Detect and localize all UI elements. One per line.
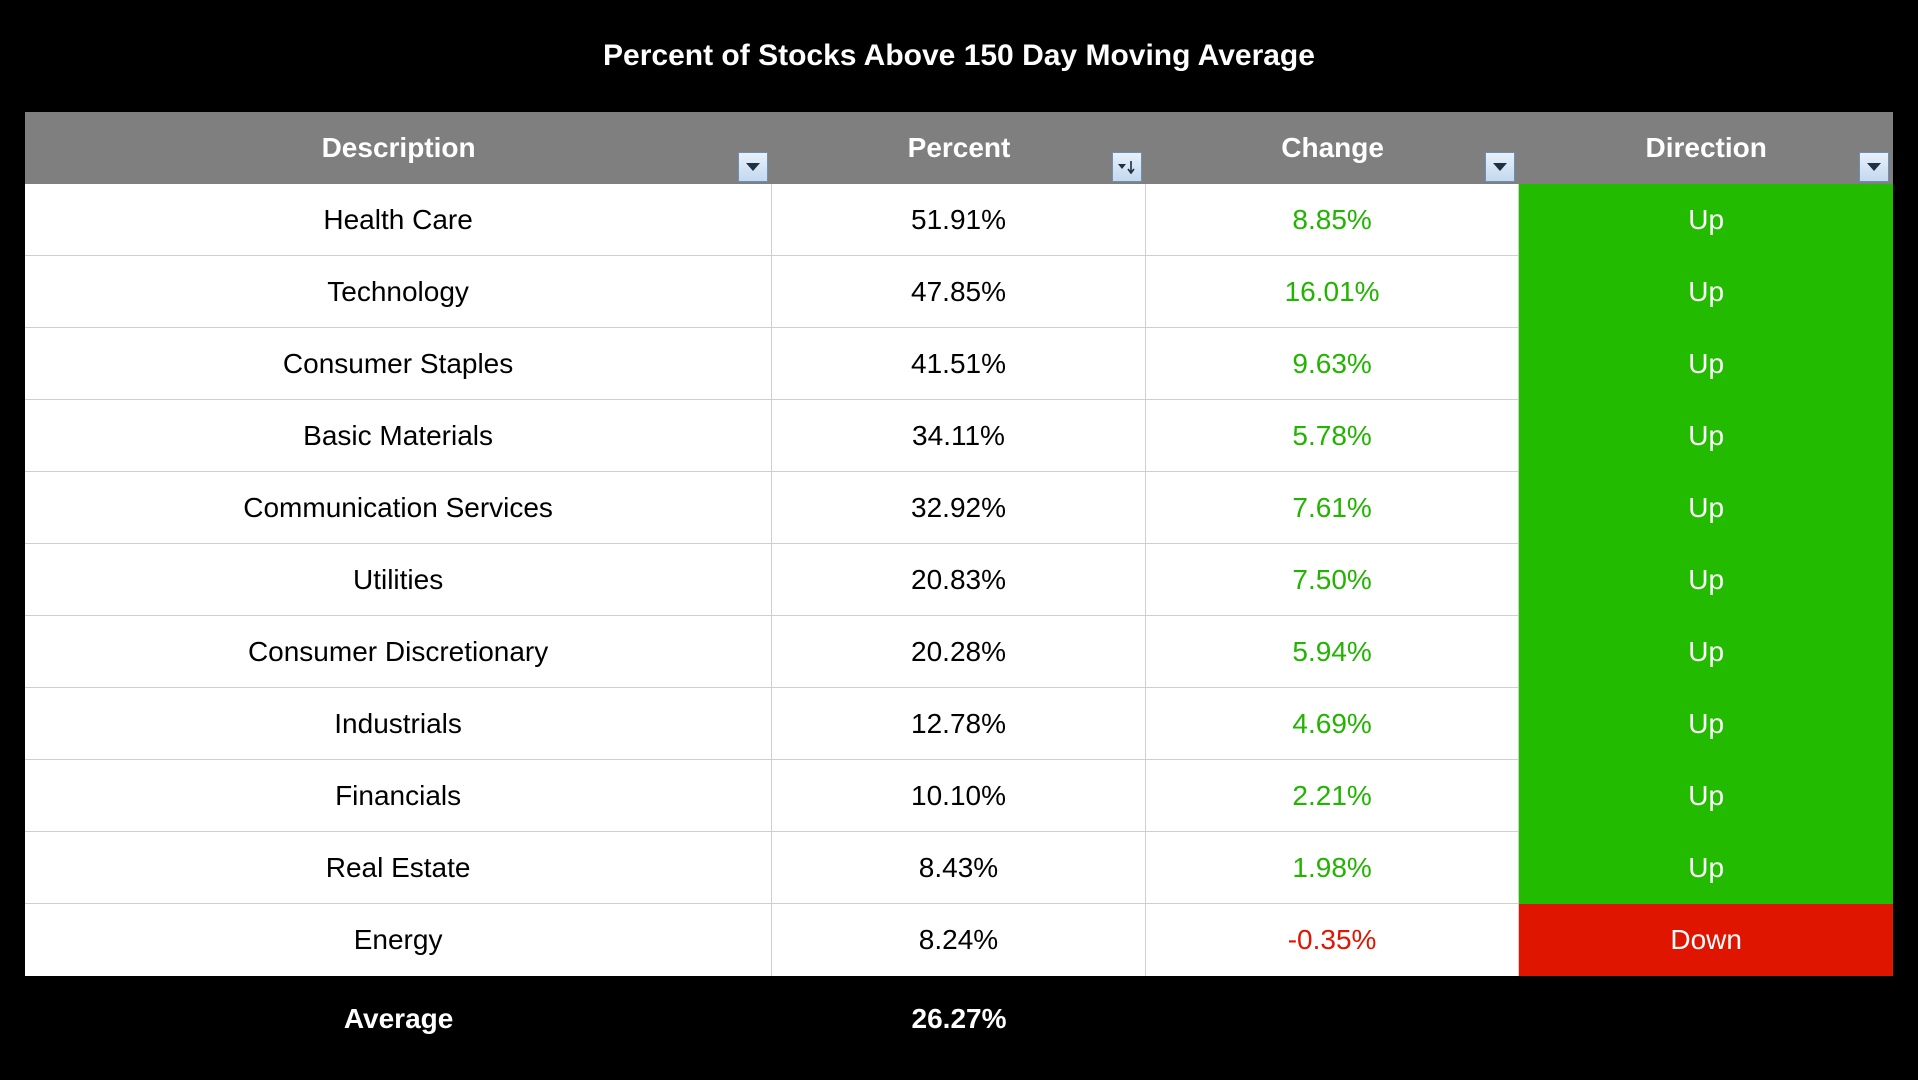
cell-direction[interactable]: Down: [1519, 904, 1893, 976]
cell-description[interactable]: Energy: [25, 904, 773, 976]
cell-percent[interactable]: 47.85%: [772, 256, 1146, 328]
filter-dropdown-icon[interactable]: [1858, 152, 1889, 182]
column-header-label: Description: [321, 132, 476, 163]
cell-direction[interactable]: Up: [1519, 184, 1893, 256]
column-header-label: Direction: [1645, 132, 1767, 163]
sector-table: Description Percent Change: [25, 112, 1893, 1062]
cell-description[interactable]: Health Care: [25, 184, 773, 256]
filter-dropdown-icon[interactable]: [738, 152, 769, 182]
table-row[interactable]: Consumer Staples 41.51% 9.63% Up: [25, 328, 1893, 400]
column-header-label: Percent: [907, 132, 1011, 163]
table-row[interactable]: Real Estate 8.43% 1.98% Up: [25, 832, 1893, 904]
cell-description[interactable]: Real Estate: [25, 832, 773, 904]
table-row[interactable]: Basic Materials 34.11% 5.78% Up: [25, 400, 1893, 472]
cell-change[interactable]: -0.35%: [1145, 904, 1520, 976]
cell-percent[interactable]: 32.92%: [772, 472, 1146, 544]
column-header-description: Description: [25, 112, 772, 184]
table-row[interactable]: Financials 10.10% 2.21% Up: [25, 760, 1893, 832]
cell-direction[interactable]: Up: [1519, 256, 1893, 328]
cell-description[interactable]: Consumer Discretionary: [25, 616, 773, 688]
average-percent: 26.27%: [911, 1003, 1007, 1034]
table-row[interactable]: Consumer Discretionary 20.28% 5.94% Up: [25, 616, 1893, 688]
column-header-direction: Direction: [1519, 112, 1893, 184]
table-row[interactable]: Utilities 20.83% 7.50% Up: [25, 544, 1893, 616]
cell-direction[interactable]: Up: [1519, 688, 1893, 760]
cell-percent[interactable]: 34.11%: [772, 400, 1146, 472]
cell-direction[interactable]: Up: [1519, 616, 1893, 688]
footer-empty-cell: [1519, 976, 1893, 1062]
cell-change[interactable]: 5.94%: [1145, 616, 1520, 688]
average-label: Average: [343, 1003, 454, 1034]
table-row[interactable]: Communication Services 32.92% 7.61% Up: [25, 472, 1893, 544]
cell-change[interactable]: 4.69%: [1145, 688, 1520, 760]
cell-change[interactable]: 7.50%: [1145, 544, 1520, 616]
table-row[interactable]: Technology 47.85% 16.01% Up: [25, 256, 1893, 328]
cell-percent[interactable]: 20.83%: [772, 544, 1146, 616]
cell-description[interactable]: Consumer Staples: [25, 328, 773, 400]
table-row[interactable]: Energy 8.24% -0.35% Down: [25, 904, 1893, 976]
table-row[interactable]: Industrials 12.78% 4.69% Up: [25, 688, 1893, 760]
cell-percent[interactable]: 20.28%: [772, 616, 1146, 688]
cell-description[interactable]: Basic Materials: [25, 400, 773, 472]
table-title: Percent of Stocks Above 150 Day Moving A…: [603, 39, 1315, 72]
footer-empty-cell: [1146, 976, 1520, 1062]
cell-change[interactable]: 9.63%: [1145, 328, 1520, 400]
cell-description[interactable]: Financials: [25, 760, 773, 832]
table-header-row: Description Percent Change: [25, 112, 1893, 184]
cell-description[interactable]: Communication Services: [25, 472, 773, 544]
cell-percent[interactable]: 12.78%: [772, 688, 1146, 760]
cell-percent[interactable]: 8.24%: [772, 904, 1146, 976]
cell-description[interactable]: Technology: [25, 256, 773, 328]
cell-direction[interactable]: Up: [1519, 760, 1893, 832]
table-body: Health Care 51.91% 8.85% Up Technology 4…: [25, 184, 1893, 976]
cell-change[interactable]: 16.01%: [1145, 256, 1520, 328]
sort-descending-icon[interactable]: [1111, 152, 1142, 182]
cell-direction[interactable]: Up: [1519, 400, 1893, 472]
filter-dropdown-icon[interactable]: [1485, 152, 1516, 182]
cell-percent[interactable]: 10.10%: [772, 760, 1146, 832]
table-footer-row: Average 26.27%: [25, 976, 1893, 1062]
cell-direction[interactable]: Up: [1519, 544, 1893, 616]
cell-change[interactable]: 5.78%: [1145, 400, 1520, 472]
cell-percent[interactable]: 41.51%: [772, 328, 1146, 400]
column-header-change: Change: [1146, 112, 1520, 184]
cell-change[interactable]: 8.85%: [1145, 184, 1520, 256]
cell-direction[interactable]: Up: [1519, 832, 1893, 904]
cell-description[interactable]: Industrials: [25, 688, 773, 760]
cell-description[interactable]: Utilities: [25, 544, 773, 616]
cell-percent[interactable]: 8.43%: [772, 832, 1146, 904]
cell-direction[interactable]: Up: [1519, 328, 1893, 400]
cell-direction[interactable]: Up: [1519, 472, 1893, 544]
table-row[interactable]: Health Care 51.91% 8.85% Up: [25, 184, 1893, 256]
column-header-label: Change: [1281, 132, 1384, 163]
column-header-percent: Percent: [772, 112, 1146, 184]
cell-change[interactable]: 1.98%: [1145, 832, 1520, 904]
cell-percent[interactable]: 51.91%: [772, 184, 1146, 256]
cell-change[interactable]: 2.21%: [1145, 760, 1520, 832]
cell-change[interactable]: 7.61%: [1145, 472, 1520, 544]
